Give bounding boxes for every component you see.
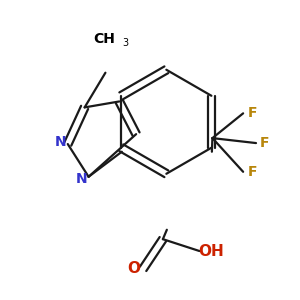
Text: OH: OH <box>199 244 224 259</box>
Text: N: N <box>55 135 66 149</box>
Text: N: N <box>75 172 87 186</box>
Text: F: F <box>260 136 270 150</box>
Text: F: F <box>247 165 257 179</box>
Text: 3: 3 <box>123 38 129 49</box>
Text: CH: CH <box>93 32 115 46</box>
Text: O: O <box>128 261 141 276</box>
Text: F: F <box>247 106 257 120</box>
